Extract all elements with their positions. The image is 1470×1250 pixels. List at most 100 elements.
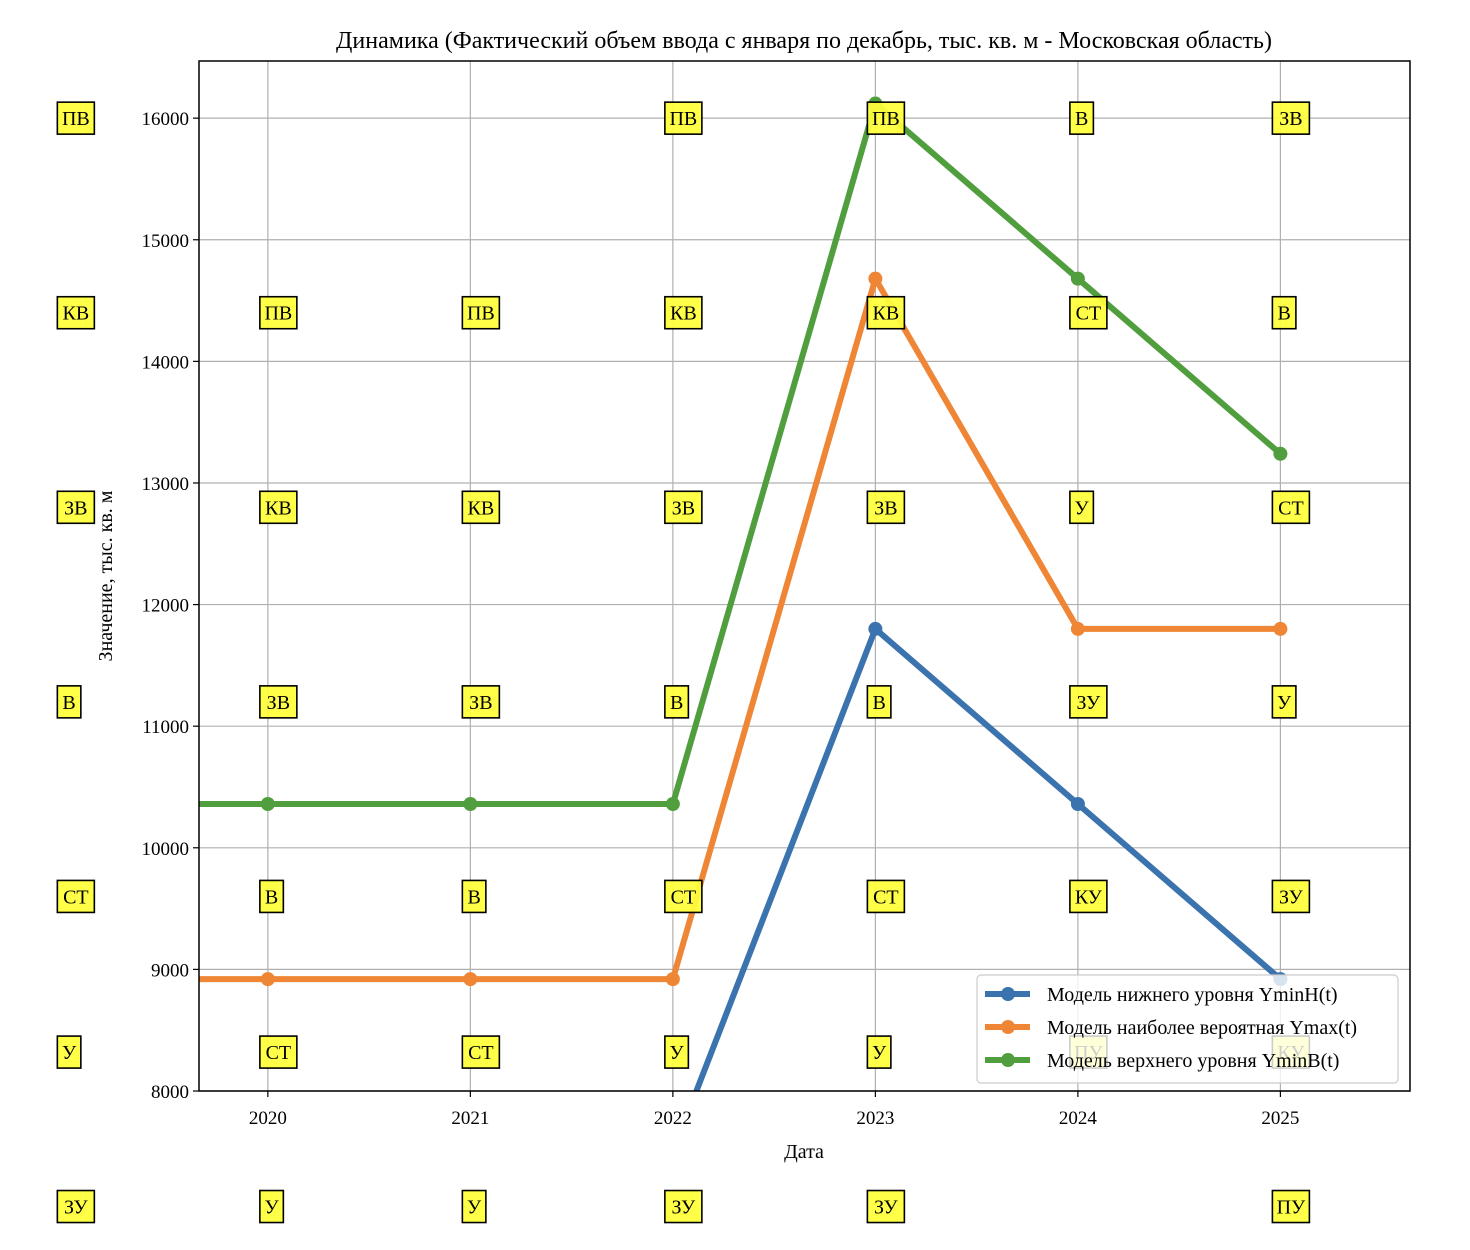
annotation-box: [259, 1189, 285, 1224]
legend-box: [976, 974, 1399, 1084]
annotation-label: ПВ: [866, 101, 906, 135]
annotation-box: [259, 879, 285, 914]
annotation-text: У: [1277, 692, 1292, 714]
annotation-text: В: [62, 692, 75, 714]
annotation-box: [259, 1035, 298, 1069]
annotation-label: ЗВ: [259, 685, 298, 719]
series-1-point: [463, 1145, 477, 1159]
annotation-box: [664, 685, 690, 719]
annotation-box: [461, 1035, 501, 1069]
annotation-label: ЗВ: [866, 490, 906, 525]
annotation-text: В: [467, 886, 480, 908]
y-tick-label: 16000: [142, 109, 190, 130]
annotation-box: [1069, 101, 1095, 135]
y-tick-label: 8000: [151, 1082, 189, 1103]
annotation-label: СТ: [1069, 295, 1108, 330]
annotation-box: [866, 685, 892, 719]
annotation-label: У: [1069, 490, 1095, 525]
series-2-point: [665, 972, 680, 987]
annotation-label: У: [664, 1035, 690, 1069]
annotation-text: В: [1277, 303, 1290, 325]
annotation-text: ПУ: [1277, 1197, 1306, 1219]
annotation-label: СТ: [461, 1035, 501, 1069]
annotation-box: [866, 101, 906, 135]
x-tick-label: 2023: [856, 1108, 894, 1129]
annotation-text: В: [1075, 108, 1088, 130]
annotation-text: ПВ: [669, 108, 697, 130]
annotation-text: В: [265, 886, 278, 908]
annotation-text: ЗУ: [874, 1197, 899, 1219]
annotation-text: ЗВ: [874, 497, 897, 519]
series-1-point: [1070, 797, 1085, 812]
annotation-box: [461, 295, 501, 330]
legend-label: Модель наиболее вероятная Ymax(t): [1047, 1017, 1357, 1039]
y-tick-label: 9000: [151, 960, 189, 981]
annotation-text: ЗВ: [672, 497, 695, 519]
annotation-box: [1069, 295, 1108, 330]
annotation-box: [461, 685, 501, 719]
annotation-label: В: [461, 879, 487, 914]
annotation-label: ПВ: [56, 101, 96, 135]
annotation-text: СТ: [468, 1042, 494, 1064]
y-axis-ticks: 8000 9000 10000 11000 12000 13000 14000 15000 16…: [142, 109, 199, 1103]
series-3-point: [1273, 446, 1288, 461]
chart-title: Динамика (Фактический объем ввода с янва…: [336, 28, 1272, 54]
annotation-text: КВ: [468, 497, 495, 519]
annotation-box: [56, 101, 96, 135]
annotation-box: [866, 1035, 892, 1069]
grid: [199, 61, 1410, 1092]
annotation-text: ПВ: [62, 108, 90, 130]
annotation-label: У: [259, 1189, 285, 1224]
series-line-3: [199, 100, 1284, 808]
annotation-label: В: [1271, 295, 1297, 330]
annotation-box: [56, 295, 96, 330]
annotation-label: У: [56, 1035, 82, 1069]
annotation-box: [664, 1189, 703, 1224]
annotation-label: ПВ: [461, 295, 501, 330]
annotation-text: ЗВ: [64, 497, 87, 519]
annotation-box: [664, 879, 703, 914]
annotation-text: У: [265, 1197, 280, 1219]
annotation-label: КУ: [1069, 879, 1108, 914]
annotation-label: В: [259, 879, 285, 914]
annotation-label: В: [1069, 101, 1095, 135]
annotation-box: [259, 295, 298, 330]
y-tick-label: 15000: [142, 231, 190, 252]
x-tick-label: 2025: [1261, 1108, 1299, 1129]
annotation-box: [866, 1189, 906, 1224]
annotation-label: В: [664, 685, 690, 719]
annotation-text: КВ: [63, 303, 90, 325]
annotation-text: СТ: [266, 1042, 292, 1064]
legend: Модель нижнего уровня YminH(t) Модель наи…: [976, 974, 1399, 1084]
annotation-box: [56, 879, 96, 914]
annotation-box: [56, 490, 96, 525]
series-2-point: [260, 972, 275, 987]
legend-items: Модель нижнего уровня YminH(t) Модель наи…: [985, 984, 1357, 1072]
annotation-text: ЗУ: [1077, 692, 1102, 714]
annotation-box: [1069, 490, 1095, 525]
y-tick-label: 12000: [142, 596, 190, 617]
annotation-text: КУ: [1075, 886, 1103, 908]
annotation-box: [1271, 1189, 1311, 1224]
annotation-text: У: [670, 1042, 685, 1064]
annotation-box: [866, 879, 906, 914]
annotation-text: СТ: [63, 886, 89, 908]
series-2-point: [463, 972, 478, 987]
series-2-point: [1070, 621, 1085, 636]
annotation-box: [664, 1035, 690, 1069]
y-tick-label: 13000: [142, 474, 190, 495]
annotation-label: ЗУ: [56, 1189, 96, 1224]
plot-frame: [198, 60, 1411, 1092]
annotation-box: [664, 490, 703, 525]
annotation-label: СТ: [1271, 490, 1311, 525]
legend-label: Модель верхнего уровня YminB(t): [1047, 1050, 1339, 1072]
annotation-label: У: [461, 1189, 487, 1224]
annotation-box: [56, 1035, 82, 1069]
annotation-label: КВ: [259, 490, 298, 525]
annotation-label: ЗВ: [461, 685, 501, 719]
annotation-label: СТ: [56, 879, 96, 914]
annotation-label: В: [56, 685, 82, 719]
x-tick-label: 2021: [451, 1108, 489, 1129]
annotation-box: [461, 1189, 487, 1224]
